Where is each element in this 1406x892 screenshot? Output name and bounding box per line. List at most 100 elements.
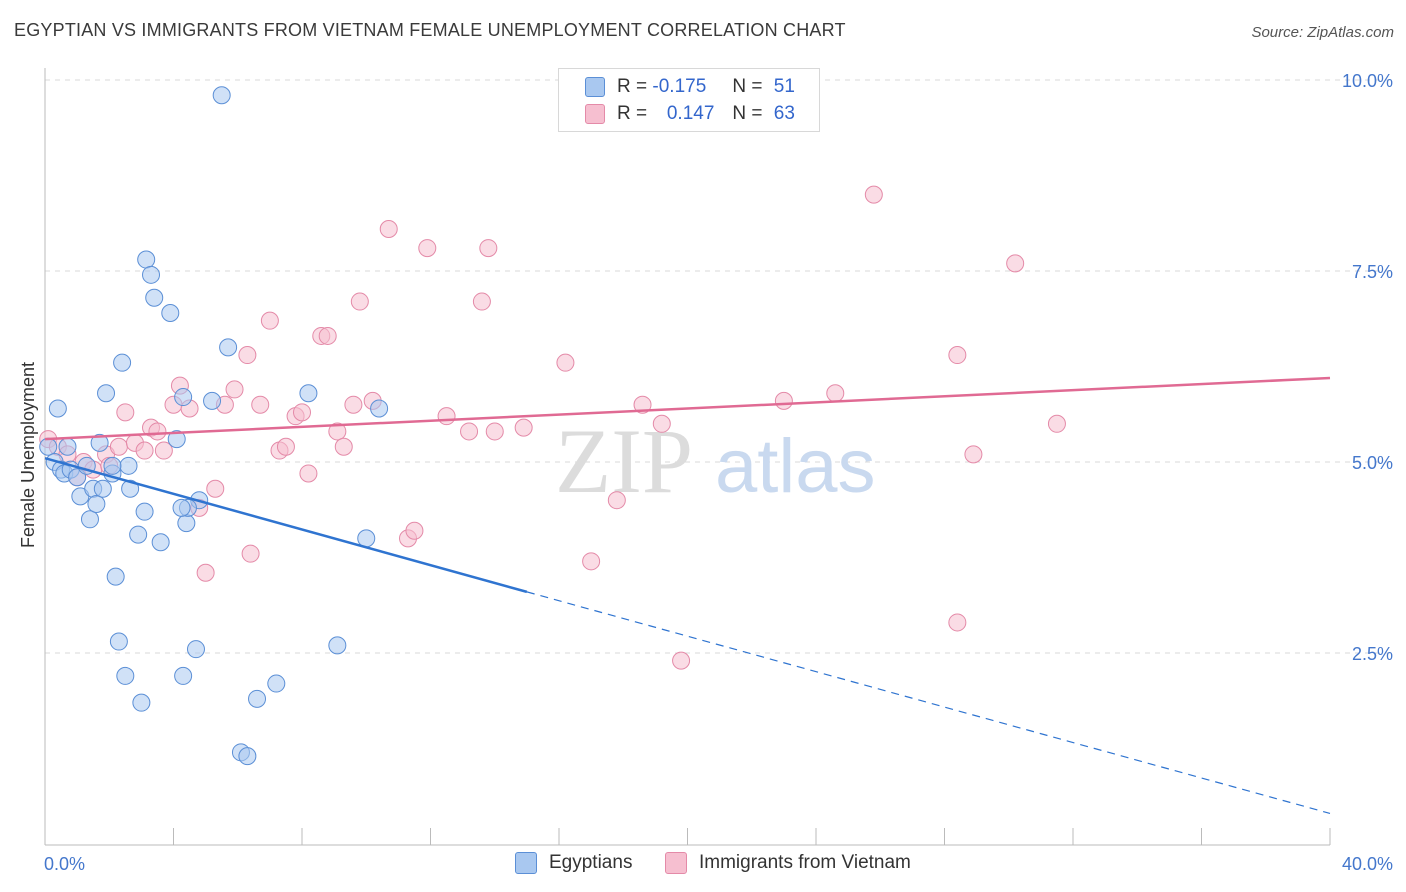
vietnam-point	[405, 521, 424, 540]
pink-swatch	[585, 104, 605, 124]
vietnam-point	[293, 403, 311, 422]
egyptian-point	[87, 495, 106, 514]
vietnam-point	[864, 185, 883, 204]
egyptian-point	[137, 250, 156, 269]
r-label: R =	[617, 103, 648, 124]
vietnam-point	[556, 353, 575, 372]
vietnam-point	[225, 380, 244, 399]
egyptian-point	[116, 666, 135, 685]
egyptian-points	[39, 86, 389, 766]
egyptian-point	[142, 265, 161, 284]
legend-label: Egyptians	[549, 852, 633, 873]
vietnam-point	[196, 563, 215, 582]
egyptian-point	[167, 430, 186, 449]
n-label: N =	[732, 76, 763, 97]
vietnam-point	[460, 422, 479, 441]
series-legend: Egyptians Immigrants from Vietnam	[0, 852, 1406, 878]
pink-swatch	[665, 852, 687, 874]
egyptian-point	[121, 479, 140, 498]
vietnam-point	[350, 292, 369, 311]
egyptian-point	[203, 391, 222, 410]
blue-swatch	[515, 852, 537, 874]
egyptian-point	[58, 437, 77, 456]
egyptian-point	[174, 666, 193, 685]
y-tick-label: 7.5%	[1352, 262, 1393, 282]
egyptian-point	[212, 86, 231, 105]
vietnam-point	[437, 407, 456, 426]
vietnam-point	[318, 326, 337, 345]
y-tick-label: 10.0%	[1342, 71, 1393, 91]
vietnam-point	[334, 437, 353, 456]
egyptian-point	[219, 338, 238, 357]
egyptian-point	[109, 632, 128, 651]
y-tick-label: 5.0%	[1352, 453, 1393, 473]
vietnam-point	[299, 464, 318, 483]
blue-swatch	[585, 77, 605, 97]
legend-item-vietnam[interactable]: Immigrants from Vietnam	[665, 852, 911, 874]
egyptian-point	[103, 456, 122, 475]
legend-item-egyptians[interactable]: Egyptians	[515, 852, 632, 874]
egyptian-point	[119, 456, 138, 475]
egyptian-point	[97, 384, 116, 403]
egyptian-point	[151, 533, 170, 552]
vietnam-point	[379, 219, 398, 238]
vietnam-point	[260, 311, 279, 330]
r-value: 0.147	[666, 103, 715, 124]
vietnam-point	[633, 395, 652, 414]
egyptian-point	[39, 437, 58, 456]
egyptian-point	[174, 388, 193, 407]
vietnam-point	[116, 403, 135, 422]
r-label: R =	[617, 76, 648, 97]
egyptian-point	[93, 479, 112, 498]
x-tick-label: 40.0%	[1342, 854, 1393, 874]
n-value: 63	[773, 103, 795, 124]
egyptian-point	[68, 468, 87, 487]
egyptian-point	[357, 529, 376, 548]
egyptian-trend-line	[44, 456, 528, 594]
vietnam-point	[109, 437, 128, 456]
vietnam-point	[774, 391, 793, 410]
egyptian-point	[299, 384, 318, 403]
vietnam-point	[948, 346, 967, 365]
watermark-atlas: atlas	[715, 424, 876, 509]
n-label: N =	[732, 103, 763, 124]
n-value: 51	[773, 76, 795, 97]
egyptian-point	[132, 693, 151, 712]
egyptian-point	[161, 304, 180, 323]
vietnam-point	[276, 437, 295, 456]
vietnam-point	[582, 552, 601, 571]
source-label: Source: ZipAtlas.com	[1251, 24, 1394, 41]
r-value: -0.175	[652, 76, 707, 97]
egyptian-point	[113, 353, 132, 372]
trend-lines	[44, 376, 1331, 815]
egyptian-point	[172, 498, 191, 517]
vietnam-point	[241, 544, 260, 563]
egyptian-point	[106, 567, 125, 586]
vietnam-point	[514, 418, 533, 437]
vietnam-point	[1047, 414, 1066, 433]
vietnam-point	[418, 239, 437, 258]
vietnam-point	[826, 384, 845, 403]
legend-label: Immigrants from Vietnam	[699, 852, 911, 873]
legend-row-vietnam: R = 0.147 N = 63	[559, 101, 795, 127]
egyptian-point	[370, 399, 389, 418]
egyptian-point	[238, 747, 257, 766]
vietnam-point	[652, 414, 671, 433]
grid-lines	[45, 79, 1395, 654]
chart-title: EGYPTIAN VS IMMIGRANTS FROM VIETNAM FEMA…	[14, 20, 846, 40]
y-tick-label: 2.5%	[1352, 644, 1393, 664]
vietnam-point	[485, 422, 504, 441]
stats-legend: R = -0.175 N = 51 R = 0.147 N = 63	[558, 68, 820, 132]
vietnam-point	[607, 491, 626, 510]
vietnam-point	[328, 422, 347, 441]
egyptian-point	[145, 288, 164, 307]
egyptian-point	[48, 399, 67, 418]
vietnam-point	[154, 441, 173, 460]
vietnam-point	[672, 651, 691, 670]
vietnam-point	[472, 292, 491, 311]
egyptian-point	[248, 689, 267, 708]
vietnam-point	[238, 346, 257, 365]
y-axis-label: Female Unemployment	[18, 362, 38, 548]
egyptian-point	[177, 514, 196, 533]
